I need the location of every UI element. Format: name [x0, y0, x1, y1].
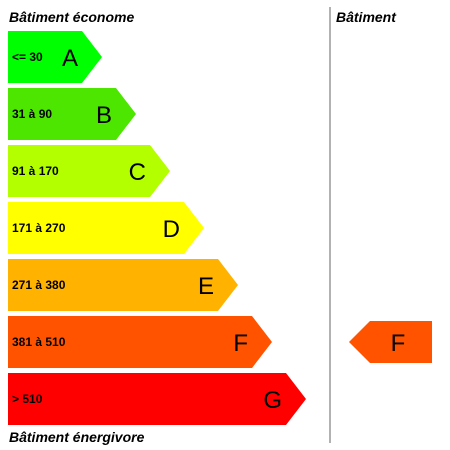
- class-bar-a-letter: A: [62, 45, 78, 72]
- class-bar-e: 271 à 380 E: [8, 259, 238, 311]
- class-bar-e-shape: [8, 259, 238, 311]
- class-bar-c: 91 à 170 C: [8, 145, 170, 197]
- class-bar-c-range: 91 à 170: [12, 164, 59, 178]
- class-bar-g-shape: [8, 373, 306, 425]
- class-bar-d: 171 à 270 D: [8, 202, 204, 254]
- class-bar-g: > 510 G: [8, 373, 306, 425]
- class-bar-e-range: 271 à 380: [12, 278, 66, 292]
- heading-top: Bâtiment économe: [9, 9, 134, 25]
- rating-arrow-shape: [349, 321, 432, 363]
- class-bar-d-shape: [8, 202, 204, 254]
- class-bar-c-letter: C: [129, 159, 146, 186]
- class-bar-b-letter: B: [96, 102, 112, 129]
- heading-bottom: Bâtiment énergivore: [9, 429, 145, 445]
- class-bars: <= 30 A 31 à 90 B 91 à 170 C 171 à 270 D 271 à 3…: [8, 31, 306, 425]
- class-bar-f-letter: F: [233, 330, 248, 357]
- building-rating-arrow: F: [349, 321, 432, 363]
- class-bar-a-shape: [8, 31, 102, 83]
- class-bar-f: 381 à 510 F: [8, 316, 272, 368]
- class-bar-b-range: 31 à 90: [12, 107, 52, 121]
- class-bar-d-range: 171 à 270: [12, 221, 66, 235]
- class-bar-b: 31 à 90 B: [8, 88, 136, 140]
- class-bar-c-shape: [8, 145, 170, 197]
- rating-arrow-letter: F: [391, 330, 406, 357]
- class-bar-b-shape: [8, 88, 136, 140]
- class-bar-g-range: > 510: [12, 392, 43, 406]
- class-bar-f-shape: [8, 316, 272, 368]
- class-bar-d-letter: D: [163, 216, 180, 243]
- class-bar-a: <= 30 A: [8, 31, 102, 83]
- heading-building: Bâtiment: [336, 9, 397, 25]
- class-bar-a-range: <= 30: [12, 50, 43, 64]
- class-bar-e-letter: E: [198, 273, 214, 300]
- class-bar-f-range: 381 à 510: [12, 335, 66, 349]
- class-bar-g-letter: G: [263, 387, 282, 414]
